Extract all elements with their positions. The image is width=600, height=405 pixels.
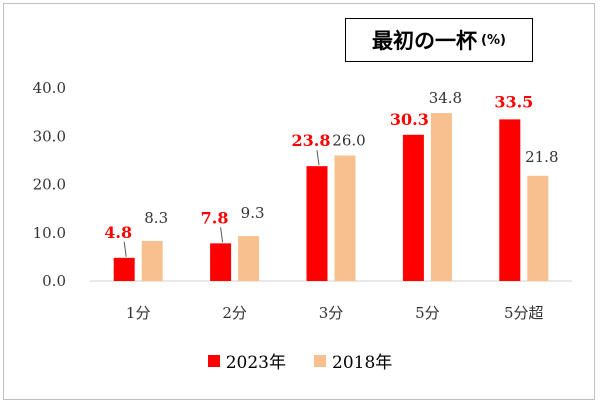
bar-2018 — [527, 175, 549, 281]
x-tick-label: 5分 — [415, 304, 440, 322]
data-label-2018: 8.3 — [144, 209, 168, 227]
chart-title-box: 最初の一杯 (%) — [345, 18, 533, 62]
y-tick-label: 0.0 — [42, 272, 66, 290]
x-tick-label: 1分 — [126, 304, 151, 322]
y-tick-label: 30.0 — [33, 127, 66, 145]
chart-unit: (%) — [481, 32, 506, 48]
bar-2018 — [238, 236, 260, 281]
legend: 2023年 2018年 — [0, 348, 600, 373]
legend-label-2023: 2023年 — [225, 353, 286, 373]
bar-2023 — [499, 119, 521, 281]
data-label-2023: 33.5 — [494, 92, 533, 111]
legend-swatch-2023 — [207, 354, 220, 367]
data-label-2018: 26.0 — [332, 132, 365, 150]
x-tick-label: 5分超 — [504, 304, 544, 322]
legend-item-2023: 2023年 — [207, 348, 286, 373]
x-tick-label: 3分 — [319, 304, 344, 322]
y-tick-label: 10.0 — [33, 224, 66, 242]
chart-title: 最初の一杯 — [372, 29, 478, 53]
data-label-2023: 30.3 — [390, 110, 429, 129]
y-tick-label: 40.0 — [33, 79, 66, 97]
chart-frame — [3, 3, 595, 400]
x-tick-label: 2分 — [222, 304, 247, 322]
bar-2018 — [141, 240, 163, 281]
y-tick-label: 20.0 — [33, 176, 66, 194]
bar-2023 — [306, 166, 328, 281]
legend-swatch-2018 — [314, 354, 326, 367]
bar-2018 — [430, 113, 452, 281]
bar-2023 — [210, 243, 232, 281]
legend-label-2018: 2018年 — [332, 353, 393, 373]
data-label-leader — [123, 241, 127, 257]
bar-2023 — [113, 257, 135, 281]
bar-2023 — [402, 134, 424, 281]
data-label-2018: 34.8 — [429, 89, 462, 107]
data-label-2023: 7.8 — [201, 208, 229, 227]
data-label-leader — [220, 227, 224, 243]
data-label-leader — [316, 150, 320, 166]
data-label-2018: 21.8 — [525, 148, 558, 166]
legend-item-2018: 2018年 — [314, 348, 392, 373]
bar-2018 — [334, 155, 356, 281]
data-label-2018: 9.3 — [241, 204, 265, 222]
data-label-2023: 4.8 — [104, 223, 132, 242]
data-label-2023: 23.8 — [292, 131, 331, 150]
